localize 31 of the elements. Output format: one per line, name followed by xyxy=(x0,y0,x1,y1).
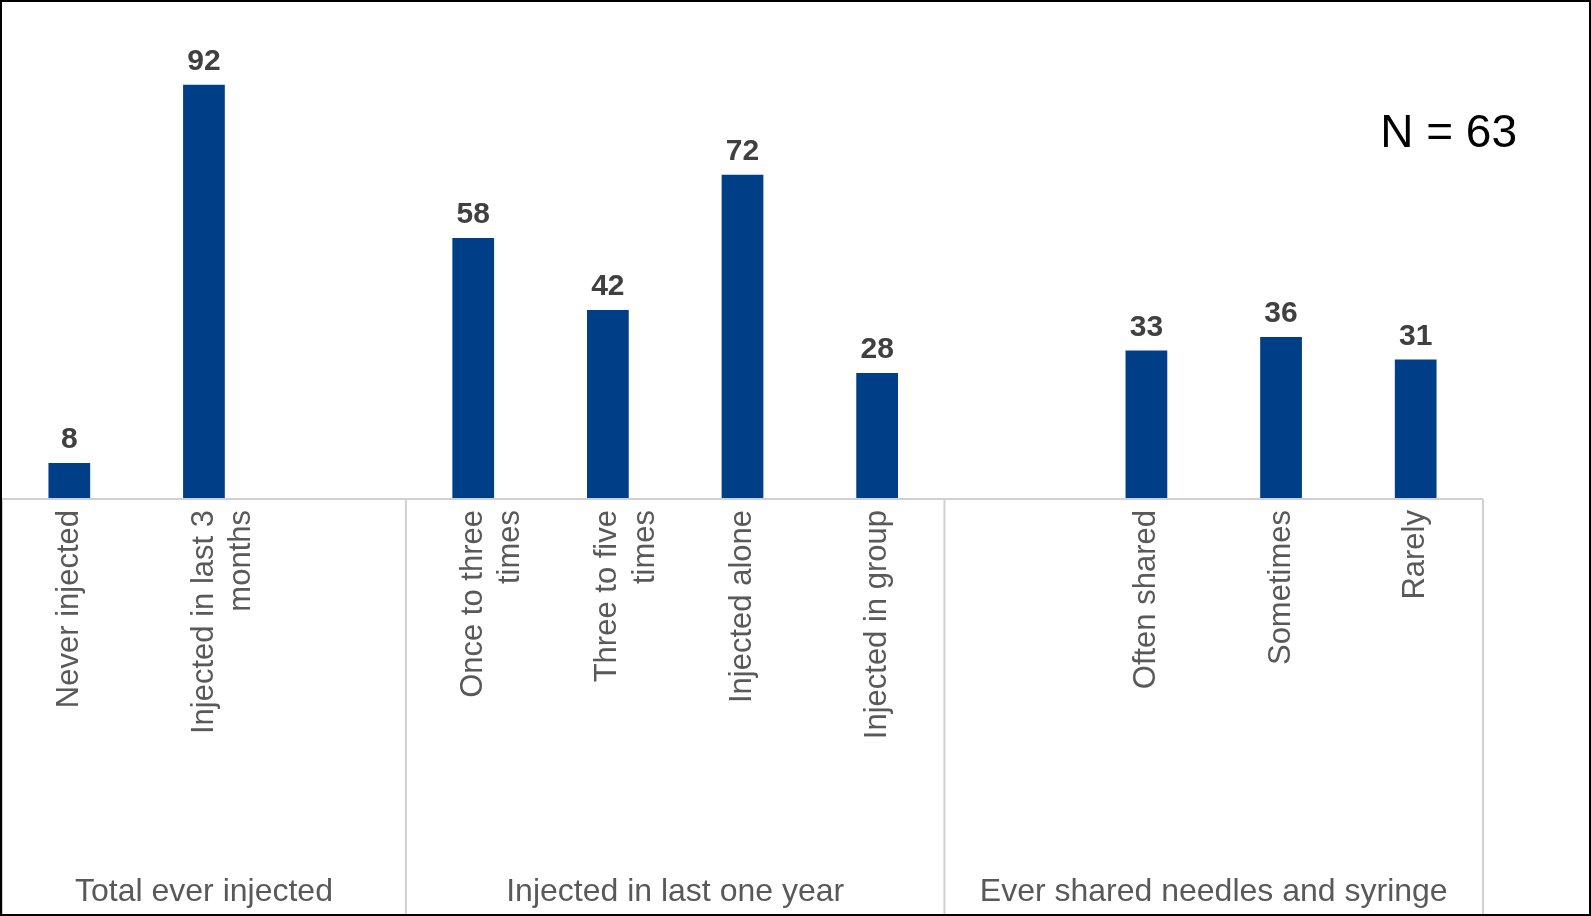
text: Ever shared needles and syringe xyxy=(979,871,1448,908)
x-tick-label: Injected in last 3 months xyxy=(184,510,257,735)
data-label: 58 xyxy=(456,196,490,230)
bar xyxy=(721,174,764,499)
bar xyxy=(452,237,495,499)
bar xyxy=(1260,336,1302,499)
text: Total ever injected xyxy=(74,871,333,908)
data-label: 28 xyxy=(860,331,894,365)
data-label: 31 xyxy=(1398,317,1433,351)
bar xyxy=(1125,350,1168,499)
text: Injected in last one year xyxy=(506,871,845,908)
x-tick-label: Often shared xyxy=(1126,510,1162,690)
x-tick-label: Sometimes xyxy=(1261,510,1297,666)
data-label: 36 xyxy=(1264,295,1298,329)
x-tick-label: Once to three times xyxy=(453,510,526,698)
x-tick-label: Rarely xyxy=(1396,509,1432,600)
x-tick-label: Never injected xyxy=(49,510,85,709)
bar xyxy=(856,372,899,499)
data-label: 92 xyxy=(187,43,221,77)
bar xyxy=(587,309,629,499)
bar xyxy=(1394,359,1437,499)
bar xyxy=(48,462,91,499)
bar xyxy=(183,84,225,499)
annotation: N = 63 xyxy=(1380,104,1517,157)
data-label: 8 xyxy=(60,421,78,455)
x-tick-label: Injected alone xyxy=(723,510,759,704)
x-tick-label: Injected in group xyxy=(857,510,893,740)
data-label: 42 xyxy=(591,268,625,302)
data-label: 33 xyxy=(1129,308,1164,342)
data-label: 72 xyxy=(725,133,760,167)
x-tick-label: Three to five times xyxy=(588,510,661,683)
